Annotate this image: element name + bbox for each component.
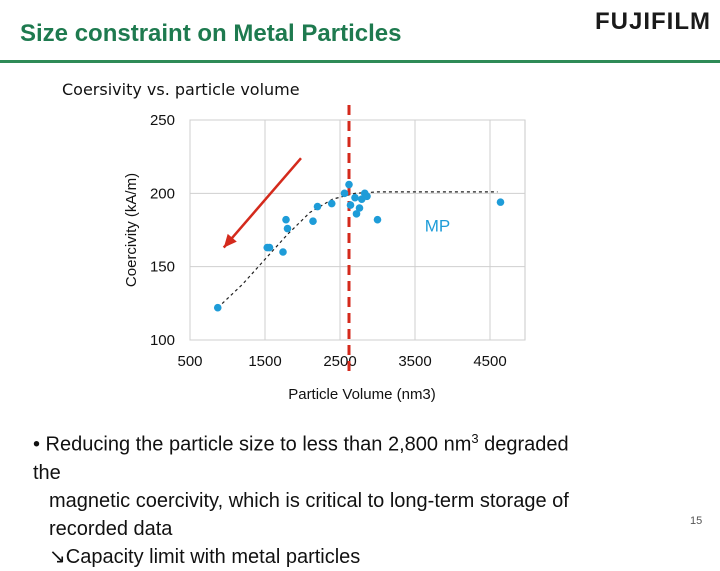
trend-arrow (222, 157, 302, 249)
page-title: Size constraint on Metal Particles (20, 20, 402, 47)
coercivity-scatter-chart: 500 1500 2500 3500 4500 100 150 200 250 Particle … (123, 105, 526, 403)
x-tick-label: 500 (177, 353, 202, 370)
bullet-line: magnetic coercivity, which is critical t… (49, 489, 569, 512)
data-point (309, 217, 317, 225)
x-tick-label: 2500 (323, 353, 356, 370)
x-tick-label: 1500 (248, 353, 281, 370)
bullet-text: • Reducing the particle size to less tha… (33, 425, 693, 571)
data-point (355, 204, 364, 212)
chart-title: Coersivity vs. particle volume (62, 80, 300, 99)
superscript: 3 (471, 431, 479, 446)
title-divider (0, 60, 720, 63)
data-point (279, 248, 287, 256)
y-axis-label: Coercivity (kA/m) (123, 173, 140, 287)
arrow-head (223, 233, 237, 248)
data-point (351, 193, 359, 202)
data-point (283, 224, 292, 233)
data-point (265, 243, 274, 252)
data-point (313, 202, 322, 211)
data-point (213, 303, 222, 312)
bullet-text-1-end: degraded (478, 433, 569, 456)
bullet-line: • Reducing the particle size to less tha… (33, 425, 693, 459)
data-point (282, 215, 290, 224)
page-number: 15 (690, 515, 703, 527)
annotation-label: MP (425, 217, 451, 236)
data-point (496, 198, 505, 206)
x-axis-label: Particle Volume (nm3) (288, 386, 436, 403)
data-point (346, 201, 355, 209)
bullet-text-1: • Reducing the particle size to less tha… (33, 433, 472, 456)
bullet-line: recorded data (49, 517, 173, 540)
data-point (352, 210, 361, 218)
x-tick-label: 3500 (398, 353, 431, 370)
y-tick-label: 250 (150, 112, 175, 129)
bullet-line: the (33, 461, 61, 484)
y-tick-label: 150 (150, 259, 175, 276)
data-point (345, 180, 353, 189)
data-point (340, 189, 349, 198)
data-point (373, 215, 382, 224)
y-tick-label: 100 (150, 332, 175, 349)
x-tick-label: 4500 (473, 353, 506, 370)
data-point (327, 199, 336, 208)
trend-curve (217, 191, 498, 309)
y-tick-label: 200 (150, 185, 175, 202)
brand-logo: FUJIFILM (595, 8, 711, 35)
data-point (363, 192, 371, 201)
bullet-line: ↘Capacity limit with metal particles (49, 545, 361, 568)
